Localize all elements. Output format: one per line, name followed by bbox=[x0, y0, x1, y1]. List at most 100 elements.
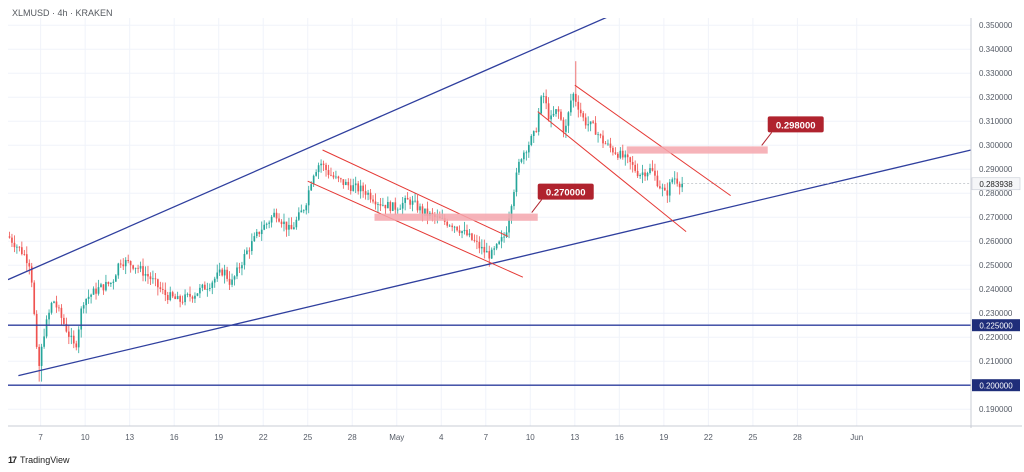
candle-body bbox=[624, 154, 627, 158]
candle-body bbox=[293, 227, 295, 230]
candle-body bbox=[161, 288, 164, 290]
candle-body bbox=[159, 287, 162, 289]
tradingview-logo-icon: 17 bbox=[8, 455, 17, 465]
candle-body bbox=[243, 253, 246, 266]
candle-body bbox=[114, 275, 117, 282]
candle-body bbox=[555, 109, 557, 114]
candle-body bbox=[218, 269, 221, 273]
candle-body bbox=[191, 296, 194, 299]
candle-body bbox=[505, 232, 508, 237]
candle-body bbox=[273, 212, 275, 217]
price-tick-label: 0.340000 bbox=[979, 45, 1013, 54]
labels: 0.270000 0.298000 0.225000 0.200000 0.283938 bbox=[537, 116, 1021, 392]
candle-body bbox=[387, 201, 389, 209]
candle-body bbox=[527, 144, 530, 153]
candle-body bbox=[513, 192, 515, 207]
candle-body bbox=[204, 284, 206, 290]
candle-body bbox=[258, 231, 261, 235]
candle-body bbox=[520, 159, 523, 162]
candle-body bbox=[144, 274, 147, 276]
candle-body bbox=[631, 162, 634, 165]
candle-body bbox=[181, 301, 184, 303]
candle-body bbox=[651, 168, 654, 171]
zone-label-pointer bbox=[531, 199, 543, 213]
candle-body bbox=[55, 301, 58, 308]
price-chart[interactable]: 0.350000 0.340000 0.330000 0.320000 0.310000… bbox=[8, 18, 1022, 464]
candle-body bbox=[621, 150, 624, 158]
candle-body bbox=[127, 260, 130, 262]
candle-body bbox=[352, 185, 355, 191]
candle-body bbox=[85, 298, 87, 306]
falling-channel-1-upper-line bbox=[322, 149, 509, 237]
candle-body bbox=[399, 208, 402, 210]
candle-body bbox=[629, 157, 632, 163]
candle-body bbox=[270, 216, 273, 223]
candle-body bbox=[251, 241, 253, 252]
candle-body bbox=[105, 281, 107, 291]
candle-body bbox=[216, 272, 219, 279]
candle-body bbox=[409, 199, 411, 205]
candle-body bbox=[77, 329, 80, 348]
candle-body bbox=[112, 281, 115, 283]
candle-body bbox=[424, 208, 426, 214]
candle-body bbox=[283, 221, 285, 225]
candle-body bbox=[448, 225, 451, 227]
price-tick-label: 0.270000 bbox=[979, 213, 1013, 222]
candle-body bbox=[13, 242, 16, 248]
candle-body bbox=[612, 147, 614, 153]
candle-body bbox=[490, 249, 493, 259]
candle-body bbox=[681, 183, 683, 188]
candle-body bbox=[228, 278, 231, 285]
price-tick-label: 0.190000 bbox=[979, 405, 1013, 414]
candle-body bbox=[166, 295, 169, 300]
time-tick-label: 10 bbox=[526, 433, 535, 442]
candle-body bbox=[154, 278, 157, 280]
candle-body bbox=[589, 121, 592, 125]
candle-body bbox=[129, 261, 132, 266]
candle-body bbox=[297, 212, 300, 220]
candle-body bbox=[169, 292, 172, 300]
candle-body bbox=[500, 237, 503, 242]
falling-channel-2-upper-line bbox=[574, 84, 731, 197]
candle-body bbox=[194, 295, 196, 299]
candle-body bbox=[572, 93, 575, 101]
candle-body bbox=[374, 201, 377, 205]
candle-body bbox=[471, 233, 473, 240]
candle-body bbox=[95, 288, 97, 294]
candle-body bbox=[347, 181, 350, 186]
candle-body bbox=[80, 308, 83, 330]
resistance-zone bbox=[626, 146, 768, 154]
candle-body bbox=[344, 181, 347, 185]
candle-body bbox=[456, 226, 458, 231]
candle-body bbox=[406, 198, 409, 200]
candle-body bbox=[461, 231, 463, 234]
candle-body bbox=[100, 284, 102, 288]
candle-body bbox=[626, 154, 629, 158]
candle-body bbox=[40, 346, 43, 366]
candle-body bbox=[268, 222, 270, 224]
chart-area[interactable]: 0.350000 0.340000 0.330000 0.320000 0.310000… bbox=[8, 18, 1022, 464]
candle-body bbox=[45, 319, 48, 337]
candle-body bbox=[570, 100, 572, 113]
candle-body bbox=[523, 152, 525, 160]
candle-body bbox=[337, 176, 340, 179]
candle-body bbox=[260, 229, 263, 235]
candle-body bbox=[233, 276, 236, 280]
last-price-label-text: 0.283938 bbox=[979, 180, 1013, 189]
candle-body bbox=[659, 186, 661, 189]
candle-body bbox=[238, 267, 241, 269]
candle-body bbox=[223, 269, 226, 276]
candle-body bbox=[673, 178, 676, 180]
candle-body bbox=[290, 224, 293, 230]
candle-body bbox=[401, 202, 404, 209]
axis-level-label-text: 0.200000 bbox=[979, 382, 1013, 391]
candle-body bbox=[678, 183, 681, 188]
candles bbox=[8, 61, 683, 382]
time-tick-label: 13 bbox=[570, 433, 579, 442]
candle-body bbox=[661, 187, 664, 189]
candle-body bbox=[248, 250, 251, 252]
price-tick-label: 0.300000 bbox=[979, 141, 1013, 150]
candle-body bbox=[75, 343, 78, 348]
candle-body bbox=[65, 323, 68, 332]
candle-body bbox=[280, 221, 283, 225]
